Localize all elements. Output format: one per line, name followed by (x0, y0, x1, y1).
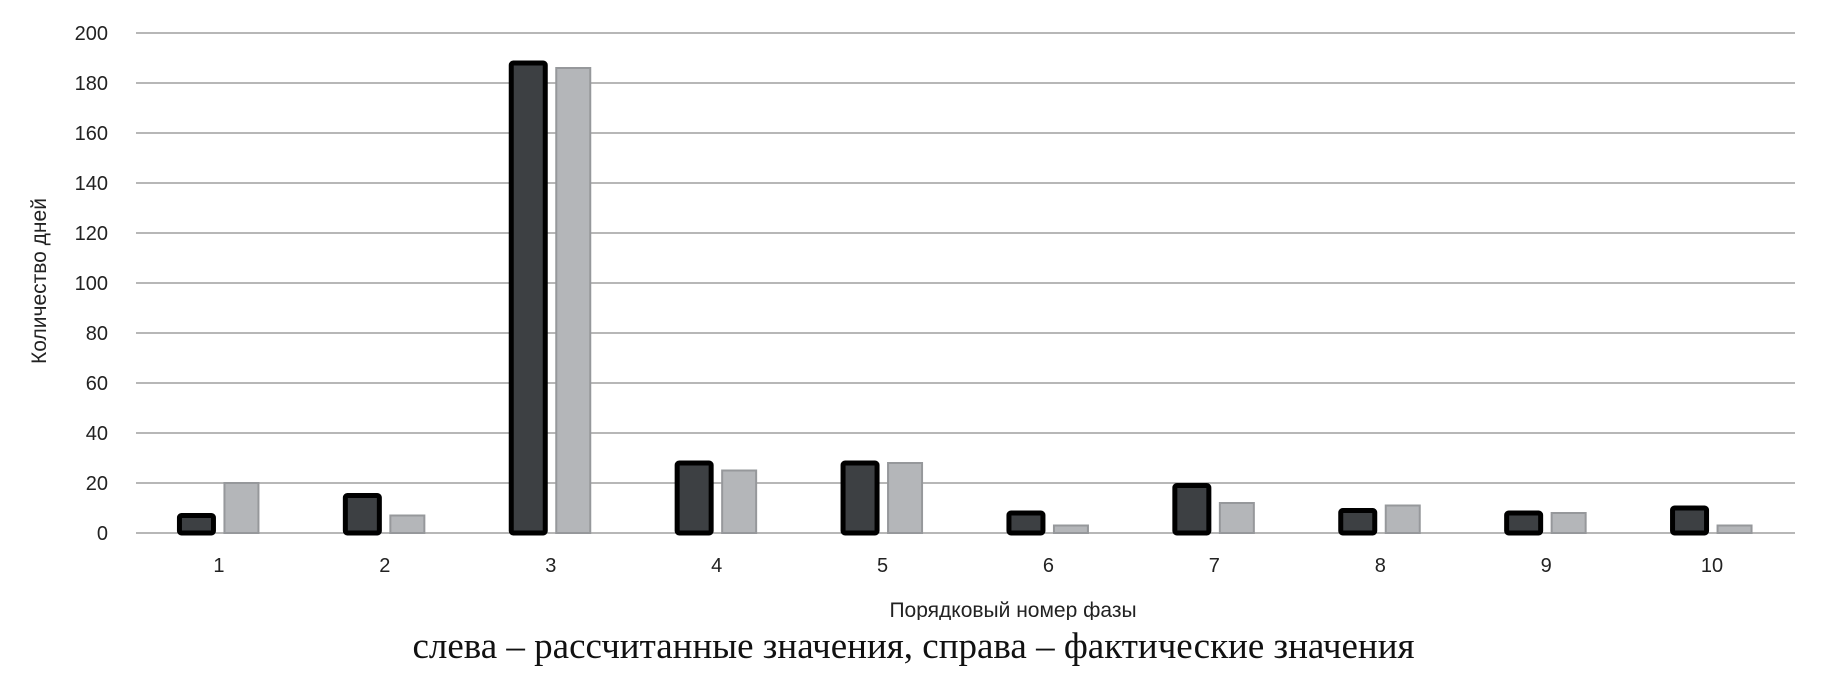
bar-calculated (1338, 508, 1378, 536)
bar-actual (223, 482, 260, 534)
x-tick-label: 4 (711, 555, 722, 577)
y-tick-label: 100 (75, 273, 108, 295)
bar-actual (1052, 524, 1089, 534)
x-tick-label: 8 (1375, 555, 1386, 577)
x-tick-label: 2 (379, 555, 390, 577)
x-tick-label: 9 (1541, 555, 1552, 577)
y-tick-label: 160 (75, 123, 108, 145)
bar-actual (389, 514, 426, 534)
figure-caption: слева – рассчитанные значения, справа – … (412, 626, 1415, 667)
bar-calculated (1670, 505, 1710, 536)
bar-actual (1550, 512, 1587, 534)
x-tick-label: 6 (1043, 555, 1054, 577)
bar-calculated (176, 513, 216, 536)
x-tick-label: 3 (545, 555, 556, 577)
bar-calculated (508, 60, 548, 536)
bar-actual (1218, 502, 1255, 534)
bar-calculated (1172, 483, 1212, 536)
bars (176, 60, 1753, 536)
y-tick-labels: 0 20 40 60 80 100 120 140 160 180 200 (75, 23, 108, 545)
bar-calculated (342, 493, 382, 536)
bar-actual (1384, 504, 1421, 534)
gridlines (136, 32, 1795, 534)
bar-calculated (1006, 510, 1046, 536)
y-tick-label: 0 (97, 523, 108, 545)
y-tick-label: 180 (75, 73, 108, 95)
x-tick-label: 5 (877, 555, 888, 577)
x-axis-title: Порядковый номер фазы (889, 599, 1136, 620)
y-tick-label: 20 (86, 473, 108, 495)
bar-actual (721, 469, 758, 534)
x-tick-labels: 1 2 3 4 5 6 7 8 9 10 (213, 555, 1723, 577)
x-tick-label: 1 (213, 555, 224, 577)
y-tick-label: 80 (86, 323, 108, 345)
x-tick-label: 10 (1701, 555, 1723, 577)
y-tick-label: 60 (86, 373, 108, 395)
x-tick-label: 7 (1209, 555, 1220, 577)
y-tick-label: 140 (75, 173, 108, 195)
bar-actual (887, 462, 924, 534)
y-tick-label: 120 (75, 223, 108, 245)
y-tick-label: 200 (75, 23, 108, 45)
bar-actual (1716, 524, 1753, 534)
y-tick-label: 40 (86, 423, 108, 445)
bar-calculated (674, 460, 714, 536)
bar-calculated (840, 460, 880, 536)
bar-calculated (1504, 510, 1544, 536)
y-axis-title: Количество дней (28, 198, 51, 364)
bar-actual (555, 67, 592, 534)
